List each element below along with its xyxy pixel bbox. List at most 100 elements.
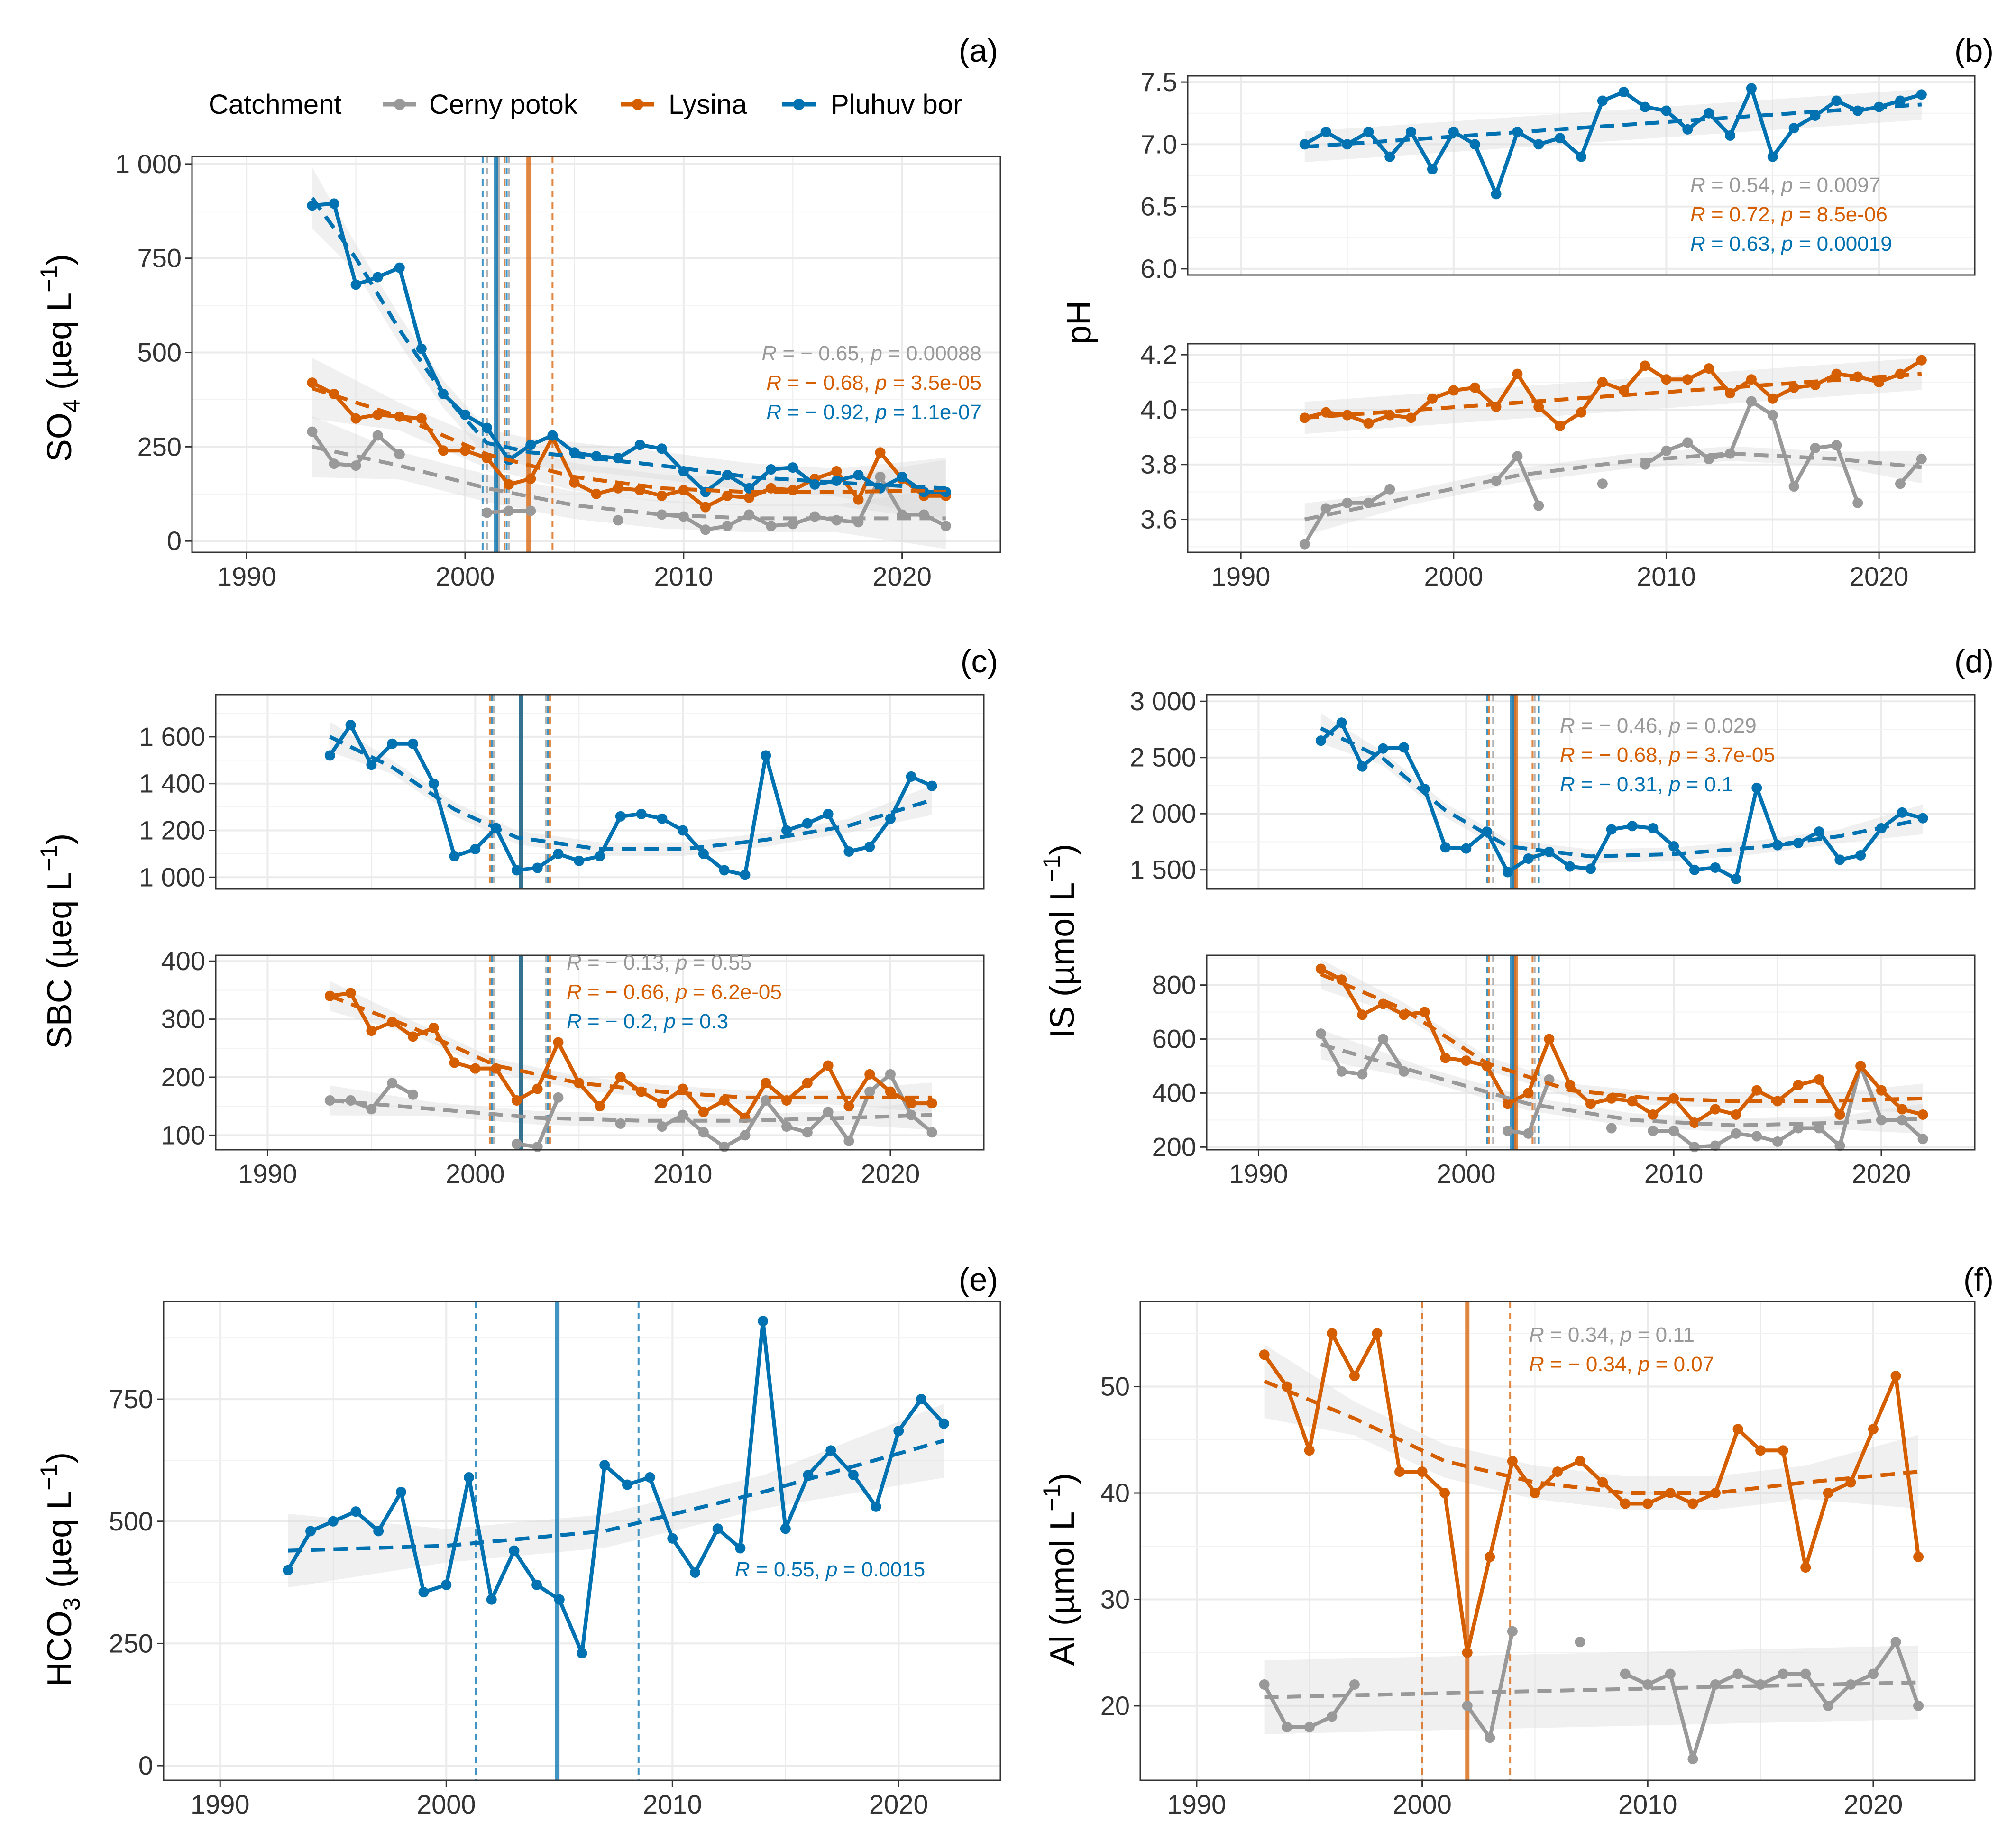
y-tick-label: 1 000 (139, 862, 205, 892)
data-point-pluhuv-bor (740, 870, 751, 880)
data-point-pluhuv-bor (719, 865, 730, 876)
data-point-pluhuv-bor (1342, 139, 1353, 150)
data-point-pluhuv-bor (1576, 151, 1586, 162)
series-line-pluhuv-bor (286, 1319, 945, 1656)
panel-b-lower: 3.6 3.8 4.0 4.2 1990 2000 2010 2020 (1140, 339, 1976, 591)
x-tick-label: 2020 (861, 1159, 920, 1189)
data-point-cerny-potok (1772, 1136, 1783, 1147)
trend-line-pluhuv-bor (1304, 102, 1922, 149)
data-point-pluhuv-bor (1661, 105, 1672, 116)
data-point-lysina (1448, 385, 1459, 396)
y-tick-label: 100 (161, 1120, 205, 1150)
data-point-cerny-potok (719, 1141, 730, 1152)
data-point-cerny-potok (657, 1121, 668, 1132)
data-point-pluhuv-bor (690, 1567, 701, 1578)
data-point-lysina (1575, 1456, 1585, 1466)
y-tick-label: 200 (1152, 1132, 1196, 1162)
ribbon-lysina (1264, 1344, 1919, 1510)
data-point-pluhuv-bor (615, 811, 626, 822)
data-point-cerny-potok (1665, 1668, 1676, 1679)
y-tick-label: 20 (1100, 1691, 1130, 1721)
data-point-cerny-potok (940, 521, 951, 531)
data-point-lysina (1814, 1074, 1824, 1085)
data-point-pluhuv-bor (463, 1472, 474, 1483)
y-tick-label: 0 (167, 526, 182, 556)
data-point-lysina (1897, 1104, 1907, 1115)
data-point-pluhuv-bor (486, 1594, 497, 1605)
data-point-cerny-potok (394, 449, 405, 460)
data-point-pluhuv-bor (766, 464, 777, 475)
data-point-cerny-potok (1913, 1700, 1924, 1711)
data-point-pluhuv-bor (897, 471, 907, 482)
data-point-lysina (700, 502, 711, 513)
panel-letter-a: (a) (959, 33, 998, 69)
y-axis-title-e: HCO3 (µeq L−1) (36, 1452, 85, 1686)
data-point-pluhuv-bor (372, 272, 383, 283)
x-tick-label: 2020 (1852, 1159, 1911, 1189)
series-line-lysina (1263, 1331, 1921, 1655)
data-point-lysina (1874, 377, 1885, 388)
stat-label-cerny-potok: R = 0.54, p = 0.0097 (1690, 174, 1880, 197)
panel-f: 20 30 40 50 1990 2000 2010 2020 R = 0.34, p = 0.… (1100, 1301, 1976, 1819)
data-point-pluhuv-bor (350, 279, 361, 290)
y-tick-label: 250 (137, 431, 182, 461)
data-point-pluhuv-bor (926, 780, 937, 791)
data-point-cerny-potok (1320, 503, 1331, 514)
legend-key-lysina-point (632, 99, 643, 110)
x-tick-label: 2000 (1424, 561, 1484, 591)
data-point-pluhuv-bor (712, 1523, 723, 1534)
data-point-lysina (1620, 1498, 1631, 1509)
data-point-cerny-potok (366, 1104, 377, 1115)
data-point-lysina (1439, 1488, 1450, 1498)
y-tick-label: 3 000 (1130, 686, 1196, 716)
data-point-cerny-potok (553, 1092, 564, 1103)
trend-line-pluhuv-bor (1320, 726, 1924, 859)
panel-e: 0 250 500 750 1990 2000 2010 2020 R = 0.55, p = … (109, 1301, 1001, 1819)
data-point-lysina (1485, 1551, 1495, 1562)
y-tick-label: 0 (138, 1750, 153, 1780)
data-point-lysina (1440, 1053, 1451, 1063)
data-point-pluhuv-bor (553, 848, 564, 859)
data-point-lysina (1363, 418, 1374, 429)
x-tick-label: 2000 (1393, 1789, 1452, 1819)
panel-a: 0 250 500 750 1 000 1990 2000 2010 2020 R = − 0.6… (115, 149, 1001, 591)
x-tick-label: 1990 (1167, 1789, 1227, 1819)
data-point-pluhuv-bor (1704, 108, 1714, 119)
data-point-pluhuv-bor (441, 1579, 452, 1590)
data-point-lysina (350, 413, 361, 424)
x-tick-label: 2010 (1644, 1159, 1704, 1189)
data-point-lysina (1755, 1445, 1766, 1456)
data-point-lysina (1597, 1477, 1608, 1488)
data-point-cerny-potok (511, 1138, 522, 1149)
data-point-cerny-potok (1814, 1123, 1824, 1134)
data-point-pluhuv-bor (1897, 807, 1907, 818)
data-point-cerny-potok (843, 1136, 854, 1146)
data-point-cerny-potok (1363, 497, 1374, 508)
data-point-cerny-potok (1523, 1128, 1534, 1139)
data-point-pluhuv-bor (1398, 742, 1409, 753)
data-point-pluhuv-bor (345, 720, 356, 731)
data-point-lysina (1876, 1085, 1887, 1096)
legend: Catchment Cerny potok Lysina Pluhuv bor (209, 89, 962, 120)
y-tick-label: 750 (137, 243, 182, 273)
data-point-lysina (1831, 368, 1842, 379)
x-tick-label: 2000 (417, 1789, 476, 1819)
data-point-pluhuv-bor (667, 1533, 678, 1544)
data-point-cerny-potok (1606, 1123, 1617, 1134)
data-point-pluhuv-bor (1831, 95, 1842, 106)
data-point-lysina (1372, 1328, 1383, 1339)
data-point-lysina (595, 1101, 605, 1112)
x-tick-label: 2010 (1637, 561, 1696, 591)
data-point-cerny-potok (802, 1127, 813, 1138)
data-point-pluhuv-bor (871, 1501, 881, 1512)
data-point-lysina (1668, 1093, 1679, 1104)
ribbon-pluhuv-bor (312, 167, 946, 519)
data-point-lysina (569, 477, 580, 488)
data-point-lysina (875, 447, 886, 458)
data-point-cerny-potok (1661, 445, 1672, 456)
data-point-cerny-potok (1845, 1679, 1856, 1690)
data-point-pluhuv-bor (656, 443, 667, 454)
data-point-lysina (1530, 1488, 1540, 1498)
stat-label-lysina: R = − 0.66, p = 6.2e-05 (567, 980, 782, 1004)
data-point-pluhuv-bor (634, 440, 645, 450)
